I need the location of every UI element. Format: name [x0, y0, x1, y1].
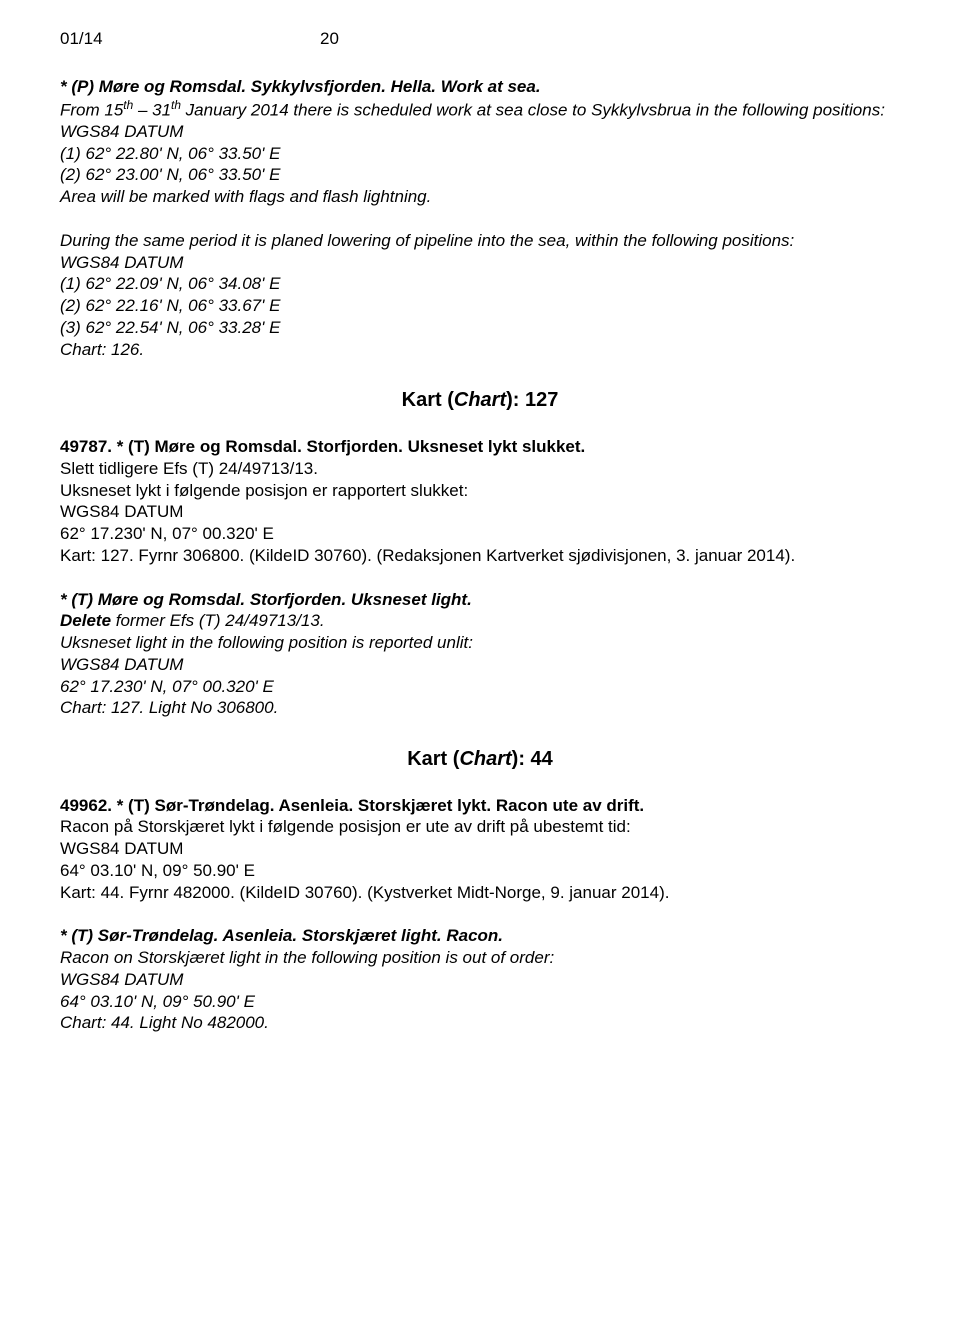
text: From 15	[60, 100, 123, 119]
line: 62° 17.230' N, 07° 00.320' E	[60, 676, 900, 698]
line: WGS84 DATUM	[60, 969, 900, 991]
chart-heading-127: Kart (Chart): 127	[60, 388, 900, 414]
notice-1-pos1: (1) 62° 22.80' N, 06° 33.50' E	[60, 143, 900, 165]
line: WGS84 DATUM	[60, 501, 900, 523]
notice-49962-en-title: * (T) Sør-Trøndelag. Asenleia. Storskjær…	[60, 925, 900, 947]
notice-1b-datum: WGS84 DATUM	[60, 252, 900, 274]
notice-1b-pos2: (2) 62° 22.16' N, 06° 33.67' E	[60, 295, 900, 317]
line: Racon på Storskjæret lykt i følgende pos…	[60, 816, 900, 838]
header-left: 01/14	[60, 28, 320, 50]
page-header: 01/14 20	[60, 28, 900, 50]
text: Kart (	[407, 748, 459, 770]
notice-1b-line1: During the same period it is planed lowe…	[60, 230, 900, 252]
delete-word: Delete	[60, 611, 111, 630]
line: Chart: 127. Light No 306800.	[60, 697, 900, 719]
chart-heading-44: Kart (Chart): 44	[60, 747, 900, 773]
text: ): 127	[506, 389, 558, 411]
line: Slett tidligere Efs (T) 24/49713/13.	[60, 458, 900, 480]
line: 62° 17.230' N, 07° 00.320' E	[60, 523, 900, 545]
line: Delete former Efs (T) 24/49713/13.	[60, 610, 900, 632]
text: ): 44	[512, 748, 553, 770]
notice-1: * (P) Møre og Romsdal. Sykkylvsfjorden. …	[60, 76, 900, 208]
notice-49787: 49787. * (T) Møre og Romsdal. Storfjorde…	[60, 436, 900, 567]
notice-1-note: Area will be marked with flags and flash…	[60, 186, 900, 208]
notice-1-line1: From 15th – 31th January 2014 there is s…	[60, 98, 900, 121]
notice-1b-pos1: (1) 62° 22.09' N, 06° 34.08' E	[60, 273, 900, 295]
notice-49962-title: 49962. * (T) Sør-Trøndelag. Asenleia. St…	[60, 795, 900, 817]
notice-49962-en: * (T) Sør-Trøndelag. Asenleia. Storskjær…	[60, 925, 900, 1034]
sup: th	[123, 98, 133, 112]
text: Kart (	[402, 389, 454, 411]
text: – 31	[133, 100, 171, 119]
line: WGS84 DATUM	[60, 654, 900, 676]
line: 64° 03.10' N, 09° 50.90' E	[60, 860, 900, 882]
line: WGS84 DATUM	[60, 838, 900, 860]
line: Kart: 44. Fyrnr 482000. (KildeID 30760).…	[60, 882, 900, 904]
header-right: 20	[320, 28, 339, 50]
notice-1-datum: WGS84 DATUM	[60, 121, 900, 143]
text-italic: Chart	[454, 389, 506, 411]
line: Kart: 127. Fyrnr 306800. (KildeID 30760)…	[60, 545, 900, 567]
notice-1-pos2: (2) 62° 23.00' N, 06° 33.50' E	[60, 164, 900, 186]
line: Uksneset light in the following position…	[60, 632, 900, 654]
line: Racon on Storskjæret light in the follow…	[60, 947, 900, 969]
line: Chart: 44. Light No 482000.	[60, 1012, 900, 1034]
notice-49787-en: * (T) Møre og Romsdal. Storfjorden. Uksn…	[60, 589, 900, 720]
notice-49962: 49962. * (T) Sør-Trøndelag. Asenleia. St…	[60, 795, 900, 904]
notice-1-title: * (P) Møre og Romsdal. Sykkylvsfjorden. …	[60, 76, 900, 98]
notice-1b-pos3: (3) 62° 22.54' N, 06° 33.28' E	[60, 317, 900, 339]
notice-49787-en-title: * (T) Møre og Romsdal. Storfjorden. Uksn…	[60, 589, 900, 611]
sup: th	[171, 98, 181, 112]
text-italic: Chart	[459, 748, 511, 770]
text: January 2014 there is scheduled work at …	[181, 100, 885, 119]
line: 64° 03.10' N, 09° 50.90' E	[60, 991, 900, 1013]
notice-1b: During the same period it is planed lowe…	[60, 230, 900, 361]
notice-49787-title: 49787. * (T) Møre og Romsdal. Storfjorde…	[60, 436, 900, 458]
notice-1b-chart: Chart: 126.	[60, 339, 900, 361]
line: Uksneset lykt i følgende posisjon er rap…	[60, 480, 900, 502]
text: former Efs (T) 24/49713/13.	[111, 611, 325, 630]
